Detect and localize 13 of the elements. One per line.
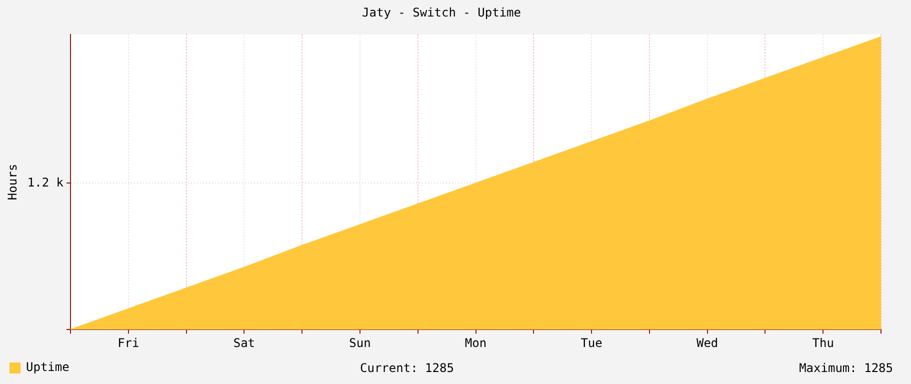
legend-label: Uptime	[26, 360, 70, 374]
x-tick-label: Sun	[349, 336, 371, 350]
x-tick-label: Wed	[696, 336, 718, 350]
x-tick-label: Tue	[580, 336, 602, 350]
x-tick-label: Fri	[118, 336, 140, 350]
text: Current: 1285	[360, 361, 454, 376]
text: Maximum: 1285	[799, 361, 893, 376]
x-tick-label: Mon	[464, 336, 487, 350]
y-axis-title: Hours	[5, 164, 20, 200]
x-tick-label: Thu	[812, 336, 834, 350]
x-tick-label: Sat	[233, 336, 256, 350]
y-tick-label: 1.2 k	[27, 175, 64, 190]
chart-title: Jaty - Switch - Uptime	[362, 5, 521, 20]
